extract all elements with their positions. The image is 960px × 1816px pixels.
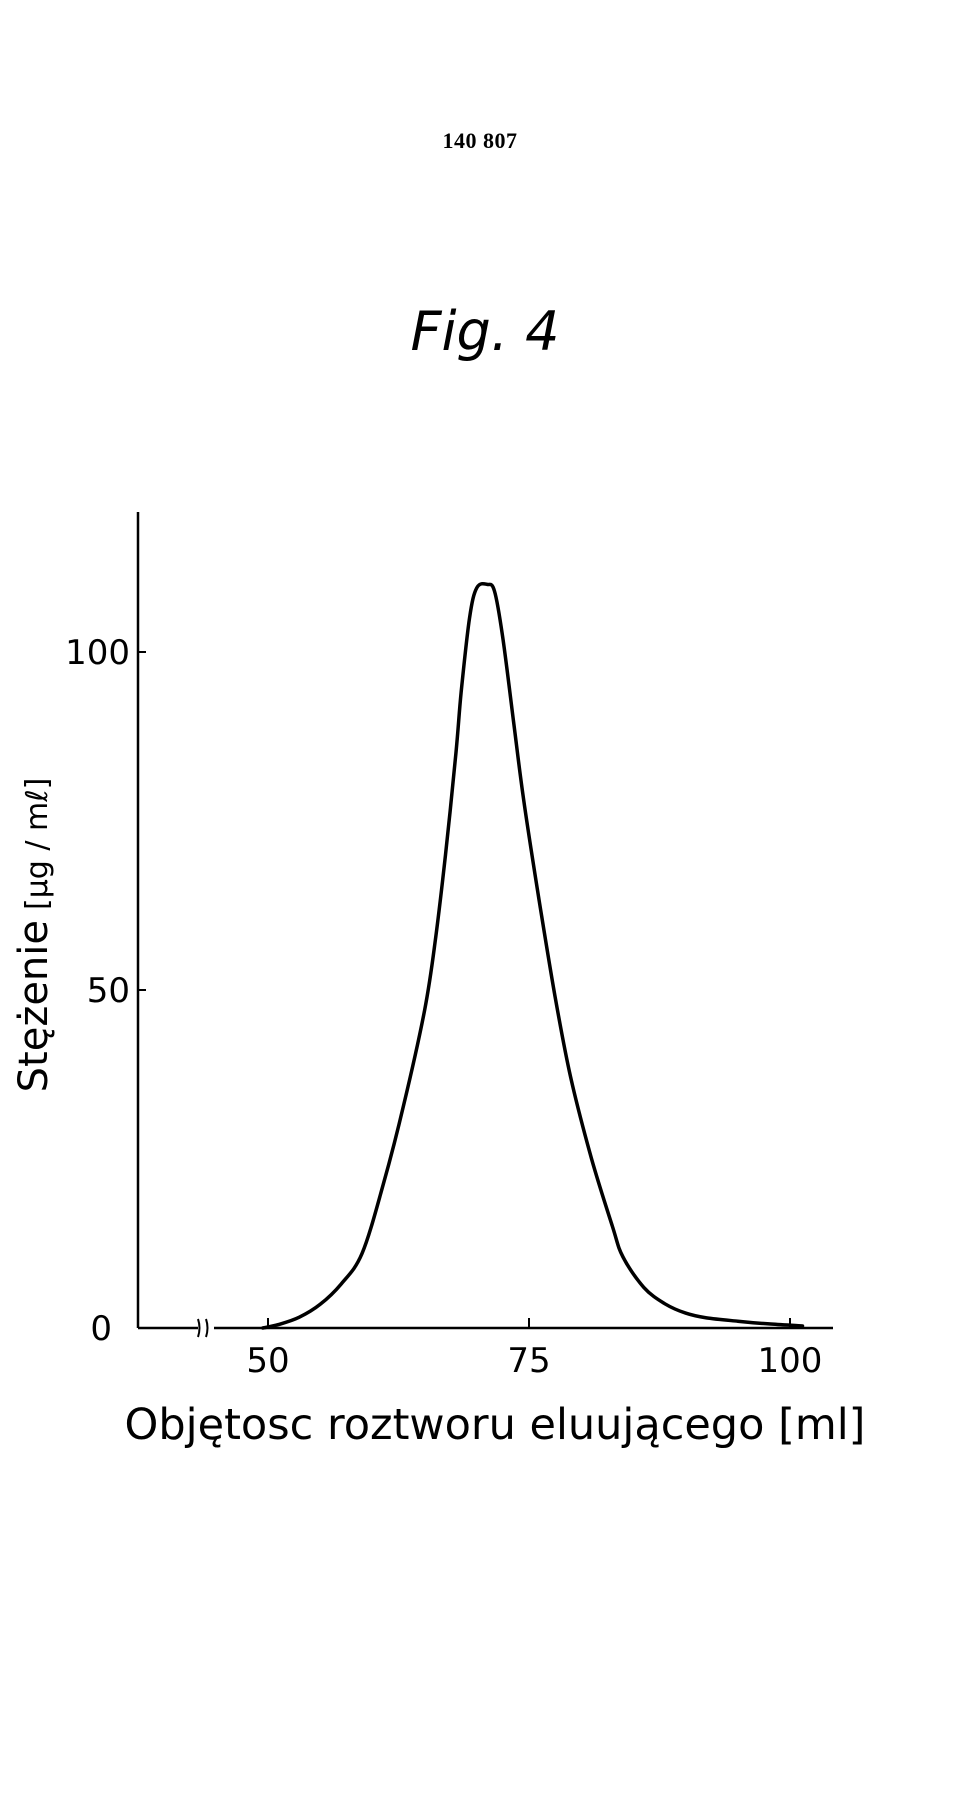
x-tick-label: 100: [758, 1341, 823, 1381]
y-axis-title: Stężenie [μg / mℓ]: [11, 778, 57, 1093]
y-tick-label: 100: [65, 633, 130, 673]
y-axis-label: Stężenie: [11, 919, 57, 1093]
x-axis-title: Objętosc roztworu eluującego [ml]: [124, 1400, 866, 1450]
y-axis-unit: [μg / mℓ]: [20, 777, 55, 910]
concentration-curve: [261, 581, 805, 1330]
axis-break-mark: [197, 1318, 209, 1338]
x-tick-label: 75: [507, 1341, 550, 1381]
y-tick-label: 0: [90, 1309, 112, 1349]
figure-title: Fig. 4: [410, 300, 560, 363]
y-tick-label: 50: [87, 971, 130, 1011]
x-tick-label: 50: [246, 1341, 289, 1381]
document-number: 140 807: [442, 128, 518, 153]
